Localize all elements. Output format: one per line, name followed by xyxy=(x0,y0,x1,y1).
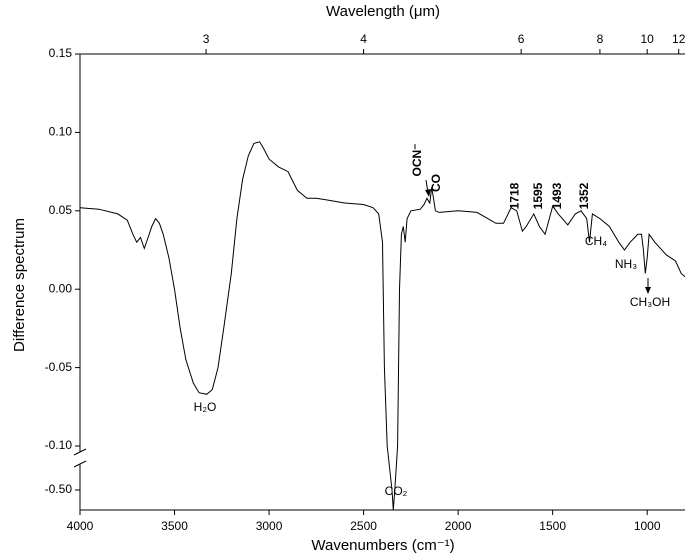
x-tick-label: 3500 xyxy=(161,519,188,533)
peak-label: 1352 xyxy=(577,182,591,209)
axis-break xyxy=(73,448,87,456)
arrow-head xyxy=(425,189,431,197)
y-tick-label: -0.50 xyxy=(45,482,73,496)
annotation: CH₄ xyxy=(585,234,607,248)
y-tick-label: -0.10 xyxy=(45,438,73,452)
arrow-head xyxy=(645,287,651,294)
x2-tick-label: 6 xyxy=(518,32,525,46)
y-tick-label: -0.05 xyxy=(45,360,73,374)
x-tick-label: 2500 xyxy=(350,519,377,533)
x-axis-title: Wavenumbers (cm⁻¹) xyxy=(311,537,454,554)
peak-label: 1595 xyxy=(531,182,545,209)
axis-break xyxy=(73,460,87,468)
annotation: NH₃ xyxy=(615,257,637,271)
axis-titles: Wavenumbers (cm⁻¹) Wavelength (μm) Diffe… xyxy=(11,3,455,554)
y-tick-label: 0.15 xyxy=(49,46,73,60)
annotation: OCN⁻ xyxy=(410,144,424,177)
x-tick-label: 1000 xyxy=(634,519,661,533)
x2-tick-label: 10 xyxy=(641,32,655,46)
y-tick-label: 0.05 xyxy=(49,203,73,217)
x2-tick-label: 4 xyxy=(360,32,367,46)
x2-tick-label: 8 xyxy=(597,32,604,46)
annotation: CH₃OH xyxy=(630,295,670,309)
spectrum-line xyxy=(79,141,686,511)
x2-axis-title: Wavelength (μm) xyxy=(326,3,440,20)
x2-tick-label: 3 xyxy=(203,32,210,46)
y-tick-label: 0.00 xyxy=(49,281,73,295)
y-tick-label: 0.10 xyxy=(49,125,73,139)
x-tick-label: 1500 xyxy=(539,519,566,533)
annotation: H₂O xyxy=(194,400,217,414)
annotation: CO xyxy=(429,174,443,192)
x2-tick-label: 12 xyxy=(672,32,686,46)
annotation: CO₂ xyxy=(385,484,408,498)
x-tick-label: 2000 xyxy=(445,519,472,533)
peak-label: 1718 xyxy=(508,182,522,209)
peak-label: 1493 xyxy=(550,182,564,209)
y-axis-title: Difference spectrum xyxy=(11,218,28,352)
x-tick-label: 4000 xyxy=(67,519,94,533)
x-tick-label: 3000 xyxy=(256,519,283,533)
